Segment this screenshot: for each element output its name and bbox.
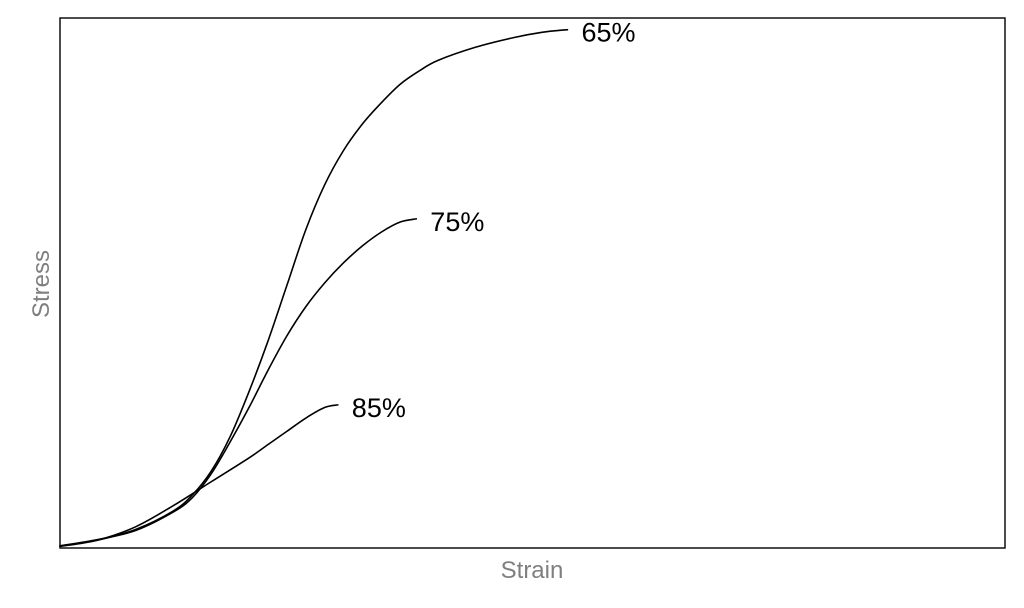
y-axis-title: Stress <box>28 250 55 318</box>
series-line-3 <box>59 404 339 548</box>
series-line-2 <box>59 218 418 547</box>
plot-area-frame <box>59 17 1006 549</box>
series-layer <box>59 28 569 548</box>
series-line-1 <box>59 28 569 547</box>
series-label-3: 85% <box>352 393 406 423</box>
x-axis-title: Strain <box>501 557 564 584</box>
series-label-2: 75% <box>430 207 484 237</box>
series-labels: 65% 75% 85% <box>352 18 636 423</box>
series-label-1: 65% <box>582 18 636 48</box>
